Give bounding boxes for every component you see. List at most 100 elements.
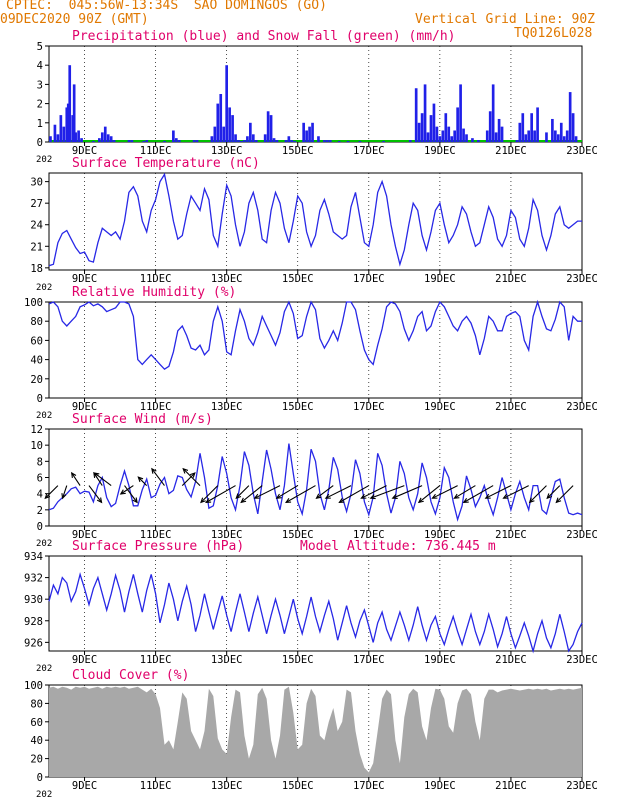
precip-bar: [382, 141, 385, 142]
wind-arrow: [120, 485, 134, 495]
precip-bar: [311, 122, 314, 142]
wind-arrow: [529, 485, 547, 503]
precip-ytick-label: 3: [37, 79, 43, 91]
rh-ytick-label: 80: [30, 316, 43, 328]
pressure-ytick-label: 930: [24, 594, 43, 606]
header-grid-note: Vertical Grid Line: 90Z: [415, 12, 596, 27]
wind-arrow-head: [44, 493, 51, 500]
precip-ytick-label: 0: [37, 137, 43, 149]
precip-bar: [328, 140, 332, 142]
rh-xtick-label: 11DEC: [140, 401, 172, 413]
precip-bar: [74, 132, 77, 142]
precip-xtick-label: 21DEC: [495, 145, 527, 157]
wind-arrow-head: [240, 497, 247, 504]
rh-xtick-label: 13DEC: [211, 401, 243, 413]
wind-arrow: [151, 468, 165, 486]
precip-xtick-label: 13DEC: [211, 145, 243, 157]
precip-bar: [459, 84, 462, 142]
precip-bar: [565, 130, 569, 142]
precip-bar: [246, 136, 249, 142]
wind-ytick-label: 12: [30, 424, 43, 436]
wind-xtick-label: 23DEC: [566, 529, 598, 541]
precip-ytick-label: 1: [37, 118, 43, 130]
precip-bar: [462, 128, 465, 142]
rh-xtick-label: 21DEC: [495, 401, 527, 413]
wind-xtick-label: 19DEC: [424, 529, 456, 541]
precip-bar: [500, 126, 504, 142]
temp-ytick-label: 21: [30, 241, 43, 253]
precip-bar: [71, 115, 75, 142]
wind-arrow: [44, 485, 59, 499]
wind-ytick-label: 4: [37, 489, 43, 501]
precip-bar: [287, 136, 291, 142]
precip-bar: [290, 140, 294, 142]
precip-bar: [112, 140, 116, 142]
precip-bar: [545, 132, 548, 142]
precip-bar: [222, 126, 226, 142]
wind-arrow-head: [189, 472, 196, 478]
rh-panel: 9DEC 11DEC 13DEC 15DEC 17DEC 19DEC 21DEC 23DEC 2…: [24, 285, 598, 421]
rh-ytick-label: 20: [30, 374, 43, 386]
temp-xtick-label: 11DEC: [140, 273, 172, 285]
precip-bar: [346, 141, 350, 142]
precip-bar: [450, 136, 454, 142]
precip-bar: [488, 111, 492, 142]
precip-bar: [106, 134, 110, 142]
precip-bar: [225, 65, 228, 142]
wind-arrow: [71, 472, 81, 486]
wind-arrow-head: [132, 497, 138, 504]
precip-bar: [441, 130, 445, 142]
wind-arrow-head: [338, 497, 345, 504]
precip-bar: [326, 140, 329, 142]
cloud-ytick-label: 40: [30, 735, 43, 747]
wind-arrow-head: [453, 493, 460, 499]
precip-bar: [127, 140, 131, 142]
wind-arrow-head: [205, 497, 212, 504]
rh-xtick-label: 15DEC: [282, 401, 314, 413]
precip-xtick-label: 23DEC: [566, 145, 598, 157]
rh-year-stub: 202: [36, 411, 52, 421]
wind-arrow-head: [182, 467, 189, 474]
temp-frame: [48, 172, 583, 271]
wind-arrow-head: [555, 497, 562, 504]
header-run-date: 09DEC2020 90Z (GMT): [0, 12, 149, 27]
wind-year-stub: 202: [36, 539, 52, 549]
cloud-year-stub: 202: [36, 790, 52, 800]
precip-bar: [219, 94, 223, 142]
wind-arrow-head: [417, 497, 424, 504]
precip-bar: [302, 122, 305, 142]
precip-bar: [562, 136, 566, 142]
wind-ytick-label: 6: [37, 473, 43, 485]
precip-bar: [249, 122, 252, 142]
precip-bar: [234, 134, 237, 142]
precip-bar: [308, 126, 311, 142]
pressure-xtick-label: 11DEC: [140, 654, 172, 666]
wind-arrow: [546, 485, 561, 499]
wind-arrow-head: [119, 489, 126, 495]
precip-bar: [571, 113, 575, 142]
pressure-title: Surface Pressure (hPa): [72, 539, 244, 554]
wind-arrow-head: [546, 493, 553, 500]
pressure-xtick-label: 23DEC: [566, 654, 598, 666]
cloud-ytick-label: 0: [37, 772, 43, 784]
precip-bar: [59, 115, 63, 142]
wind-arrow-head: [462, 497, 469, 504]
temp-title: Surface Temperature (nC): [72, 156, 260, 171]
pressure-ytick-label: 926: [24, 637, 43, 649]
precip-ytick-label: 4: [37, 60, 43, 72]
pressure-annotation: Model Altitude: 736.445 m: [300, 539, 496, 554]
precip-bar: [536, 107, 539, 142]
wind-arrow: [94, 472, 112, 487]
precip-bar: [254, 140, 258, 142]
pressure-xtick-label: 21DEC: [495, 654, 527, 666]
precip-bar: [266, 111, 270, 142]
precip-bar: [269, 115, 273, 142]
wind-xtick-label: 17DEC: [353, 529, 385, 541]
precip-bar: [408, 140, 412, 142]
precip-bar: [293, 141, 297, 142]
precip-bar: [228, 107, 231, 142]
precip-bar: [323, 140, 326, 142]
precip-bar: [554, 130, 557, 142]
cloud-panel: 9DEC 11DEC 13DEC 15DEC 17DEC 19DEC 21DEC 23DEC 2…: [24, 668, 598, 800]
